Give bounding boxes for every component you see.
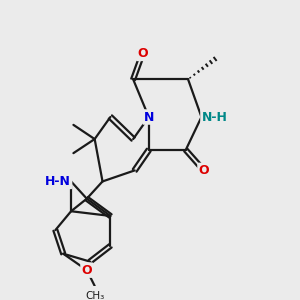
Text: N: N [144, 110, 154, 124]
Text: CH₃: CH₃ [85, 291, 104, 300]
Text: O: O [199, 164, 209, 177]
Text: H-N: H-N [45, 175, 71, 188]
Text: O: O [137, 47, 148, 60]
Text: N-H: N-H [202, 110, 227, 124]
Text: O: O [82, 264, 92, 277]
